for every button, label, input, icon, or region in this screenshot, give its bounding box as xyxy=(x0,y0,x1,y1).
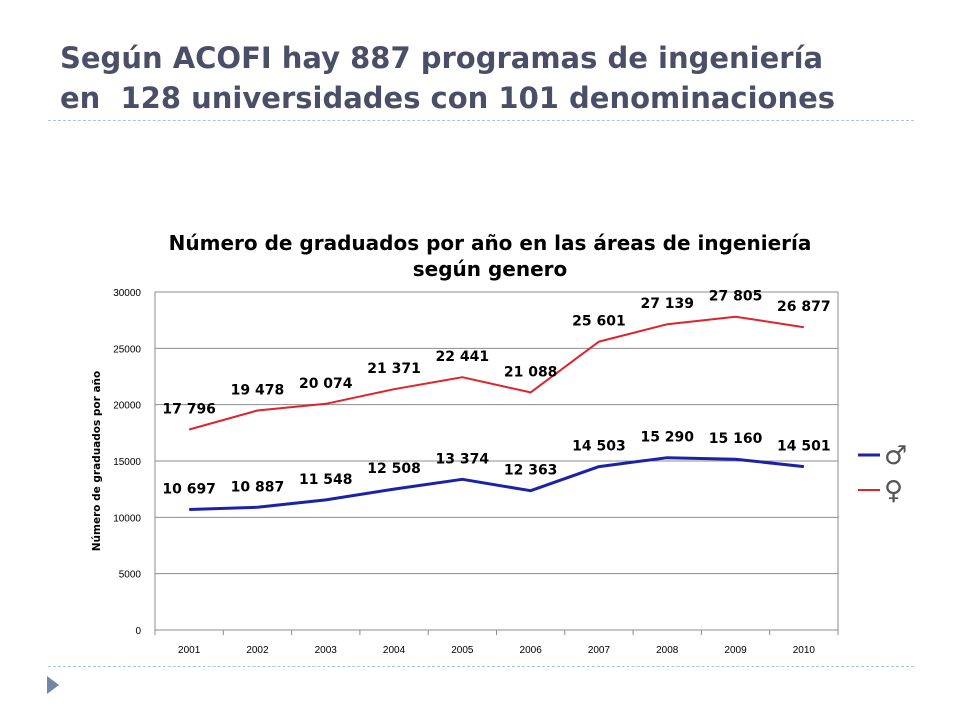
triangle-bullet-icon xyxy=(46,675,60,699)
data-label-male-2006: 12 363 xyxy=(504,463,558,479)
slide-title: Según ACOFI hay 887 programas de ingenie… xyxy=(60,38,930,118)
x-tick-label-2004: 2004 xyxy=(383,645,406,656)
data-label-male-2010: 14 501 xyxy=(777,439,831,455)
data-label-male-2005: 13 374 xyxy=(436,451,490,467)
x-tick-label-2001: 2001 xyxy=(178,645,201,656)
y-tick-label-30000: 30000 xyxy=(113,288,141,299)
y-tick-label-5000: 5000 xyxy=(119,570,142,581)
slide-title-line-1: Según ACOFI hay 887 programas de ingenie… xyxy=(60,41,824,75)
data-label-male-2008: 15 290 xyxy=(640,430,694,446)
series-line-female xyxy=(188,315,805,431)
y-axis-label: Número de graduados por año xyxy=(91,371,103,552)
slide-title-line-2: en 128 universidades con 101 denominacio… xyxy=(60,81,836,115)
gridlines xyxy=(155,291,838,631)
data-label-male-2007: 14 503 xyxy=(572,439,626,455)
title-divider xyxy=(48,120,914,121)
data-label-female-2003: 20 074 xyxy=(299,376,353,392)
x-tick-label-2002: 2002 xyxy=(246,645,269,656)
data-label-female-2005: 22 441 xyxy=(436,349,490,365)
data-label-female-2008: 27 139 xyxy=(640,296,694,312)
chart-title-line-2: según genero xyxy=(413,257,568,281)
male-symbol-icon: ♂ xyxy=(884,441,907,471)
data-label-female-2010: 26 877 xyxy=(777,299,831,315)
data-label-female-2006: 21 088 xyxy=(504,364,558,380)
y-tick-label-10000: 10000 xyxy=(113,513,141,524)
y-tick-label-20000: 20000 xyxy=(113,401,141,412)
x-tick-label-2003: 2003 xyxy=(315,645,338,656)
x-tick-label-2009: 2009 xyxy=(724,645,747,656)
x-tick-label-2010: 2010 xyxy=(793,645,816,656)
data-label-male-2009: 15 160 xyxy=(709,431,763,447)
x-tick-label-2008: 2008 xyxy=(656,645,679,656)
data-label-male-2004: 12 508 xyxy=(367,461,421,477)
footer-divider xyxy=(48,666,914,667)
series-layer xyxy=(188,315,805,511)
x-tick-label-2005: 2005 xyxy=(451,645,474,656)
data-label-female-2009: 27 805 xyxy=(709,289,763,305)
x-tick-label-2007: 2007 xyxy=(588,645,611,656)
x-tick-label-2006: 2006 xyxy=(520,645,543,656)
axes: 0 5000 10000 15000 20000 25000 30000 2001 2002 20… xyxy=(113,288,839,656)
series-line-male xyxy=(189,456,805,511)
y-tick-label-0: 0 xyxy=(135,626,141,637)
data-labels: 10 697 10 887 11 548 12 508 13 374 12 363 14 5… xyxy=(162,289,830,498)
data-label-female-2001: 17 796 xyxy=(162,401,216,417)
data-label-male-2003: 11 548 xyxy=(299,472,353,488)
data-label-female-2004: 21 371 xyxy=(367,361,421,377)
chart-title-line-1: Número de graduados por año en las áreas… xyxy=(169,231,812,255)
y-tick-label-15000: 15000 xyxy=(113,457,141,468)
data-label-male-2001: 10 697 xyxy=(162,481,216,497)
legend: ♂♀ xyxy=(858,441,907,506)
data-label-female-2002: 19 478 xyxy=(231,383,285,399)
data-label-female-2007: 25 601 xyxy=(572,314,626,330)
data-label-male-2002: 10 887 xyxy=(231,479,285,495)
y-tick-label-25000: 25000 xyxy=(113,344,141,355)
female-symbol-icon: ♀ xyxy=(884,476,903,506)
